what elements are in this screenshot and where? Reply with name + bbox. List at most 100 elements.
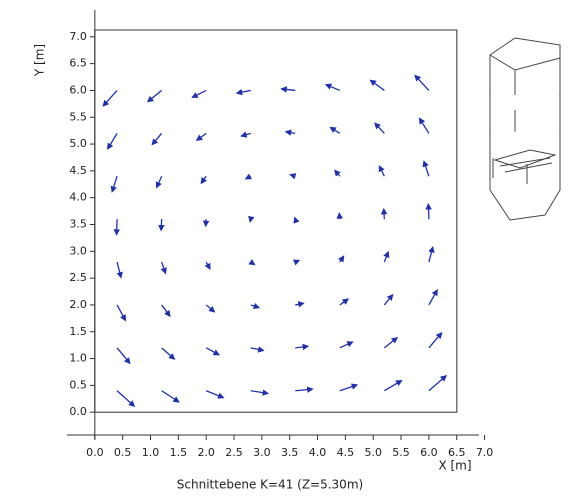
- caption: Schnittebene K=41 (Z=5.30m): [177, 478, 363, 492]
- vector-arrow: [424, 161, 429, 176]
- vector-arrow: [246, 176, 251, 179]
- y-tick-label: 5.5: [69, 110, 87, 123]
- vector-arrow: [206, 391, 223, 398]
- y-tick-label: 2.0: [69, 298, 87, 311]
- x-tick-label: 5.0: [364, 446, 382, 459]
- vector-arrow: [201, 176, 206, 183]
- vector-arrow: [340, 342, 353, 348]
- x-tick-label: 7.0: [476, 446, 494, 459]
- vector-arrow: [379, 166, 384, 176]
- vector-arrow: [251, 391, 268, 394]
- y-tick-label: 7.0: [69, 30, 87, 43]
- x-axis-label: X [m]: [438, 459, 471, 473]
- vector-arrow: [152, 133, 161, 144]
- vector-arrow: [326, 85, 340, 91]
- vector-arrow: [161, 219, 162, 230]
- vector-arrow: [117, 219, 118, 235]
- vector-arrow: [290, 175, 295, 177]
- vector-arrow: [206, 305, 214, 312]
- x-tick-label: 2.5: [225, 446, 243, 459]
- x-tick-label: 4.0: [309, 446, 327, 459]
- vector-arrow: [415, 75, 429, 90]
- x-tick-label: 6.5: [448, 446, 466, 459]
- y-tick-label: 2.5: [69, 271, 87, 284]
- vector-arrow: [192, 90, 206, 97]
- vector-arrow: [112, 176, 117, 192]
- vector-arrow: [286, 132, 295, 134]
- vector-arrow: [339, 213, 340, 219]
- vector-arrow: [335, 170, 340, 176]
- x-tick-label: 2.0: [197, 446, 215, 459]
- x-tick-label: 3.0: [253, 446, 271, 459]
- vector-arrow: [429, 247, 433, 262]
- vector-arrow: [117, 262, 121, 278]
- vector-arrow: [384, 295, 392, 305]
- vector-arrow: [384, 381, 401, 391]
- vector-arrow: [429, 333, 442, 348]
- vector-arrow: [206, 262, 210, 269]
- vector-arrow: [428, 204, 429, 219]
- vector-arrow: [384, 252, 388, 262]
- vector-arrow: [251, 305, 259, 308]
- vector-arrow: [429, 290, 437, 305]
- y-tick-label: 4.0: [69, 191, 87, 204]
- x-tick-label: 0.0: [86, 446, 104, 459]
- y-tick-label: 3.5: [69, 218, 87, 231]
- vector-arrow: [340, 385, 357, 391]
- vector-arrow: [295, 218, 296, 220]
- y-axis-label: Y [m]: [33, 44, 47, 77]
- vector-arrow: [340, 299, 348, 305]
- y-tick-label: 6.0: [69, 83, 87, 96]
- y-tick-label: 1.5: [69, 325, 87, 338]
- x-tick-label: 6.0: [420, 446, 438, 459]
- vector-arrow: [429, 376, 446, 391]
- vector-arrow: [295, 260, 299, 262]
- vector-arrow: [197, 133, 206, 140]
- y-tick-label: 0.0: [69, 405, 87, 418]
- x-tick-label: 5.5: [392, 446, 410, 459]
- y-tick-label: 4.5: [69, 164, 87, 177]
- vector-arrow: [237, 90, 251, 93]
- vector-arrow: [206, 219, 207, 226]
- x-tick-label: 4.5: [337, 446, 355, 459]
- x-tick-label: 1.5: [170, 446, 188, 459]
- vector-arrow: [340, 256, 344, 262]
- vector-arrow: [157, 176, 162, 187]
- vector-arrow: [103, 90, 117, 106]
- vector-arrow: [162, 262, 166, 273]
- vector-arrow: [375, 123, 384, 133]
- vector-arrow: [251, 348, 264, 351]
- vector-arrow: [281, 89, 295, 91]
- chart: Schnittebene K=41 (Z=5.30m) X [m] Y [m] …: [0, 0, 573, 497]
- vector-arrow: [295, 303, 303, 305]
- y-tick-label: 3.0: [69, 244, 87, 257]
- vector-arrow: [251, 262, 255, 265]
- boiler-sketch: [490, 38, 560, 220]
- vector-arrow: [295, 389, 312, 391]
- vector-arrow: [117, 305, 125, 321]
- x-tick-label: 0.5: [114, 446, 132, 459]
- vector-arrow: [117, 391, 134, 407]
- vector-arrow: [384, 338, 397, 348]
- vector-arrow: [206, 348, 219, 355]
- vector-arrow: [419, 118, 428, 133]
- y-tick-label: 0.5: [69, 378, 87, 391]
- domain-boundary: [95, 30, 457, 412]
- vector-arrow: [241, 133, 250, 136]
- vector-arrow: [148, 90, 162, 101]
- vector-arrow: [162, 348, 175, 359]
- vector-arrow: [370, 80, 384, 90]
- vector-arrow: [384, 209, 385, 219]
- x-tick-label: 3.5: [281, 446, 299, 459]
- vector-arrow: [330, 127, 339, 133]
- vector-arrow: [108, 133, 117, 149]
- vector-arrow: [295, 346, 308, 348]
- y-tick-label: 5.0: [69, 137, 87, 150]
- vector-arrow: [162, 305, 170, 316]
- y-tick-label: 1.0: [69, 352, 87, 365]
- vector-arrow: [117, 348, 130, 364]
- vector-arrow: [250, 219, 251, 222]
- vector-arrow: [162, 391, 179, 402]
- y-tick-label: 6.5: [69, 57, 87, 70]
- x-tick-label: 1.0: [142, 446, 160, 459]
